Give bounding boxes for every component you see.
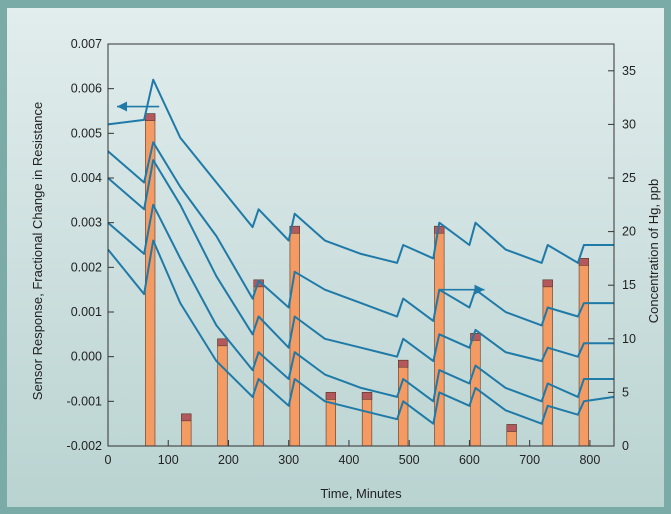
bar-cap-9	[470, 333, 481, 341]
y-left-tick-label-9: 0.007	[71, 37, 102, 51]
bar-11	[542, 279, 553, 447]
lines-layer	[107, 78, 615, 425]
bar-5	[325, 392, 336, 447]
bar-cap-10	[506, 424, 517, 432]
y-right-tick-label-4: 20	[622, 225, 636, 239]
response-line-4	[107, 239, 615, 425]
bar-cap-11	[542, 279, 553, 288]
x-tick-label-7: 700	[519, 453, 540, 467]
y-left-tick-label-4: 0.002	[71, 260, 102, 274]
y-right-tick-label-3: 15	[622, 278, 636, 292]
y-right-tick-label-0: 0	[622, 439, 629, 453]
bar-cap-7	[398, 359, 409, 368]
x-tick-label-6: 600	[459, 453, 480, 467]
axis-arrow-head-right	[474, 284, 485, 295]
y-left-tick-label-1: -0.001	[67, 394, 102, 408]
y-right-tick-label-7: 35	[622, 64, 636, 78]
bars-layer	[145, 113, 589, 447]
y-left-tick-label-6: 0.004	[71, 171, 102, 185]
bar-cap-1	[181, 413, 192, 422]
y-left-tick-label-5: 0.003	[71, 216, 102, 230]
ticks-layer: 0 100 200 300 400 500 600 700 800-0.002-0.0010.0…	[67, 37, 636, 467]
y-right-tick-label-5: 25	[622, 171, 636, 185]
x-axis-label: Time, Minutes	[320, 486, 402, 501]
x-tick-label-0: 0	[105, 453, 112, 467]
y-right-tick-label-6: 30	[622, 117, 636, 131]
y-left-tick-label-2: 0.000	[71, 350, 102, 364]
arrows-layer	[117, 101, 485, 295]
bar-cap-0	[145, 113, 156, 121]
axis-arrow-head-left	[117, 101, 128, 112]
x-tick-label-5: 500	[399, 453, 420, 467]
y-right-axis-label: Concentration of Hg, ppb	[646, 179, 661, 324]
x-tick-label-2: 200	[218, 453, 239, 467]
response-line-0	[107, 78, 614, 264]
x-tick-label-3: 300	[278, 453, 299, 467]
bar-cap-5	[325, 392, 336, 400]
plot-area-frame	[107, 43, 615, 447]
y-right-tick-label-2: 10	[622, 332, 636, 346]
bar-cap-6	[361, 392, 373, 400]
bar-cap-4	[289, 225, 300, 234]
bar-cap-12	[578, 258, 589, 266]
y-left-axis-label: Sensor Response, Fractional Change in Re…	[30, 102, 45, 400]
bar-cap-2	[217, 338, 228, 347]
bar-2	[217, 338, 228, 447]
y-left-tick-label-0: -0.002	[67, 439, 102, 453]
bar-6	[361, 392, 373, 447]
x-tick-label-8: 800	[579, 453, 600, 467]
y-left-tick-label-8: 0.006	[71, 82, 102, 96]
y-left-tick-label-7: 0.005	[71, 126, 102, 140]
response-line-2	[107, 159, 614, 363]
response-line-3	[107, 203, 614, 403]
response-line-1	[107, 141, 614, 327]
y-right-tick-label-1: 5	[622, 385, 629, 399]
y-left-tick-label-3: 0.001	[71, 305, 102, 319]
x-tick-label-4: 400	[339, 453, 360, 467]
x-tick-label-1: 100	[158, 453, 179, 467]
